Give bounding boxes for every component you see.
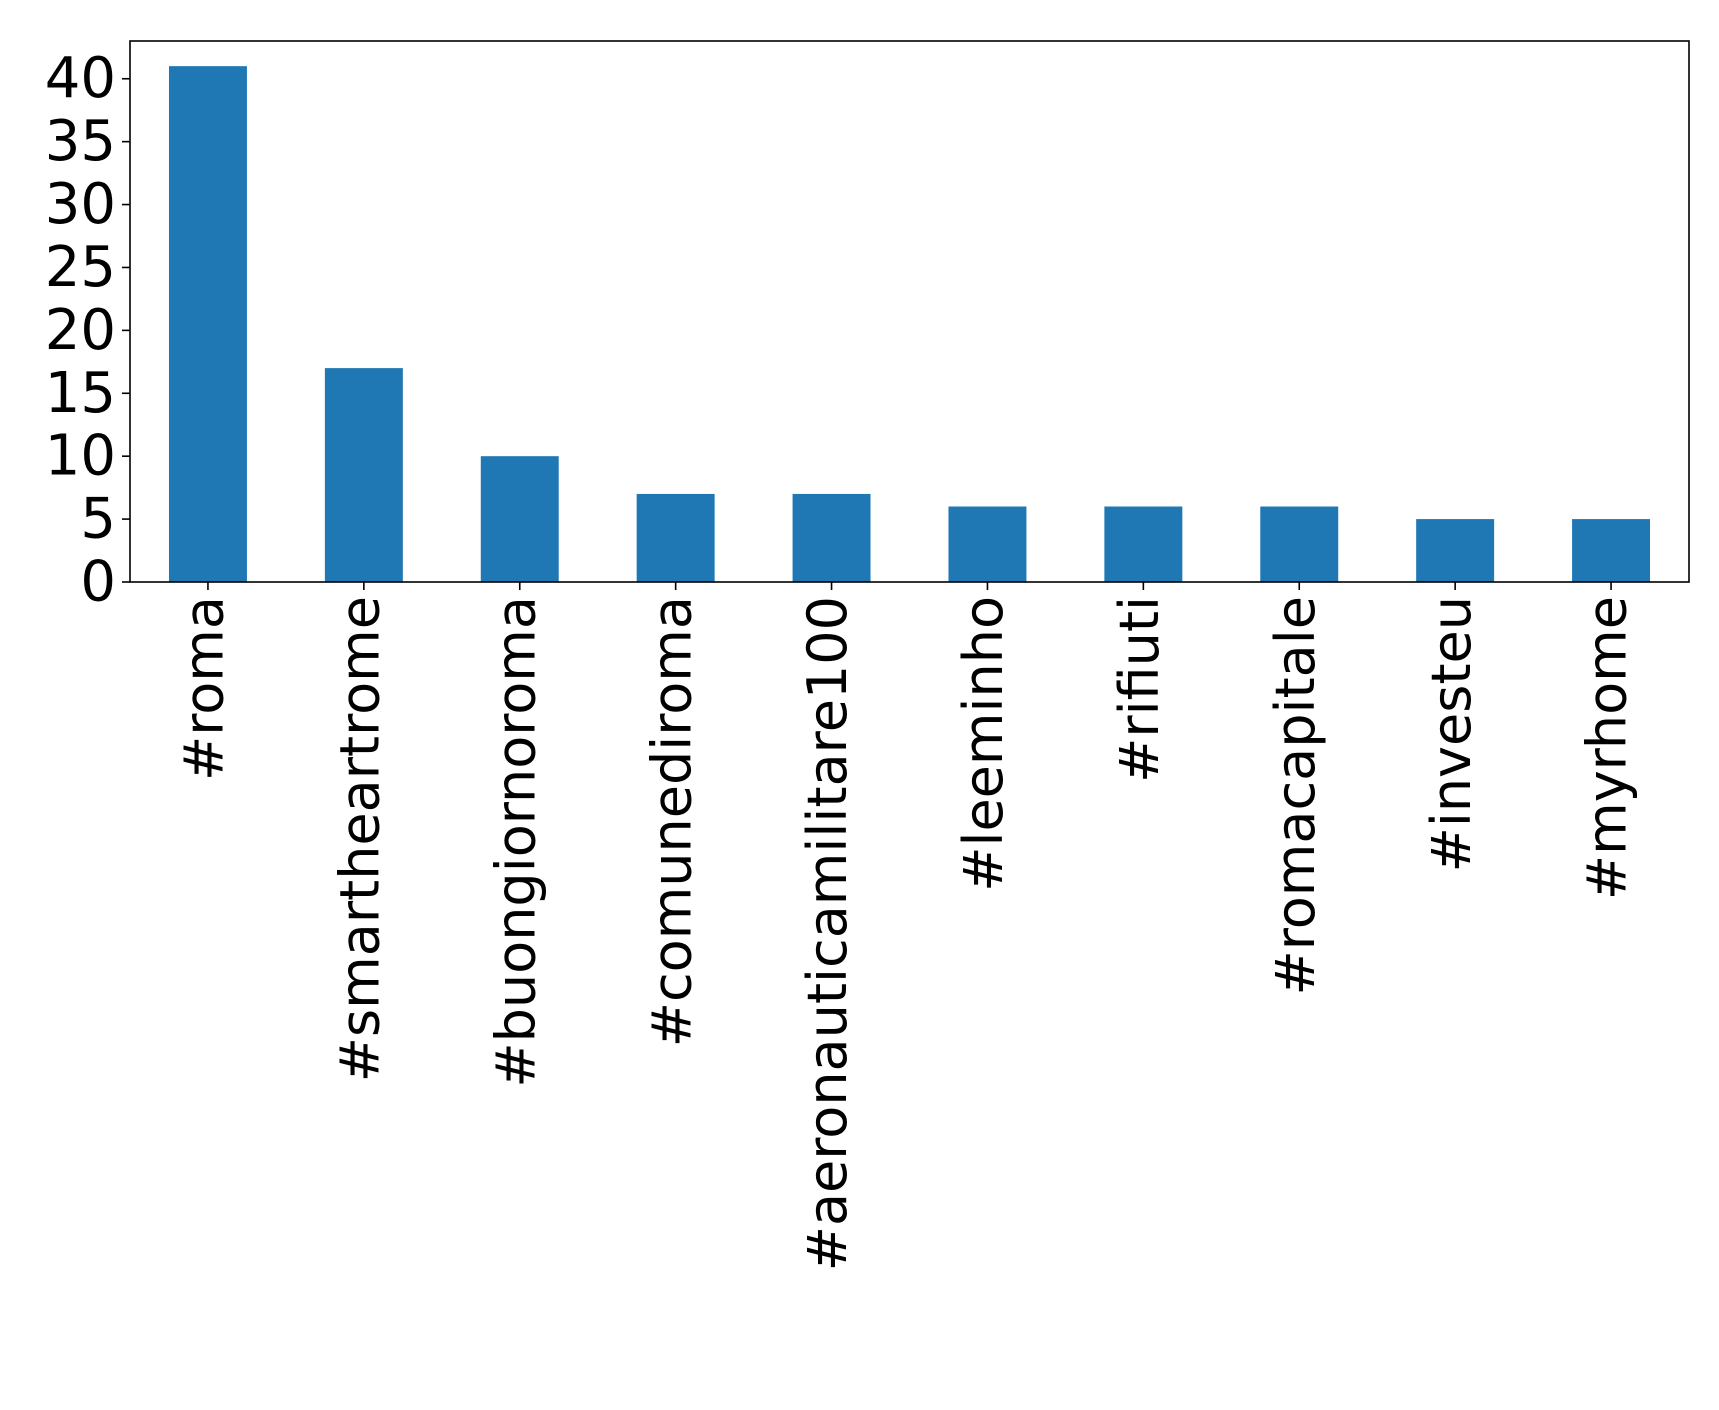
bar-2	[480, 456, 559, 582]
y-tick-label-5: 25	[45, 235, 116, 300]
x-tick-label-1: #smartheartrome	[328, 596, 391, 1082]
x-tick-label-9: #myrhome	[1576, 596, 1639, 900]
x-tick-label-6: #rifiuti	[1108, 596, 1171, 783]
bar-4	[792, 493, 871, 582]
x-tick-label-8: #investeu	[1420, 596, 1483, 872]
bar-0	[168, 66, 247, 583]
y-tick-label-1: 5	[80, 487, 116, 552]
x-tick-label-0: #roma	[173, 596, 236, 781]
bar-7	[1260, 506, 1339, 582]
bar-8	[1416, 519, 1495, 582]
x-tick-label-5: #leeminho	[952, 596, 1015, 892]
x-tick-label-2: #buongiornoroma	[484, 596, 547, 1088]
bar-9	[1572, 519, 1651, 582]
bar-3	[636, 493, 715, 582]
bars-group	[168, 66, 1651, 583]
y-tick-label-4: 20	[45, 298, 116, 363]
y-tick-label-0: 0	[80, 550, 116, 615]
y-tick-label-3: 15	[45, 361, 116, 426]
x-axis: #roma #smartheartrome #buongiornoroma #comu…	[173, 582, 1639, 1271]
plot-frame	[129, 40, 1690, 583]
x-tick-label-7: #romacapitale	[1264, 596, 1327, 996]
bar-5	[948, 506, 1027, 582]
x-tick-label-3: #comunediroma	[640, 596, 703, 1047]
y-tick-label-6: 30	[45, 172, 116, 237]
bar-6	[1104, 506, 1183, 582]
bar-1	[324, 368, 403, 582]
y-tick-label-8: 40	[45, 46, 116, 111]
y-tick-label-2: 10	[45, 424, 116, 489]
y-tick-label-7: 35	[45, 109, 116, 174]
x-tick-label-4: #aeronauticamilitare100	[796, 596, 859, 1271]
